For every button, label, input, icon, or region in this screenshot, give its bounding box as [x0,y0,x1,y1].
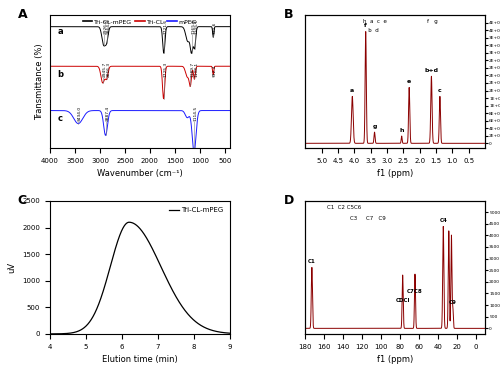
Text: 1114.5: 1114.5 [194,106,198,121]
Legend: Tri-CL-mPEG: Tri-CL-mPEG [166,204,226,216]
X-axis label: Wavenumber (cm⁻¹): Wavenumber (cm⁻¹) [97,169,183,178]
Text: D: D [284,194,294,207]
Text: f: f [364,23,367,28]
Text: 2887.4: 2887.4 [106,106,110,121]
Text: C1  C2 C5C6: C1 C2 C5C6 [327,205,361,210]
Text: 1189.7: 1189.7 [190,62,194,77]
Text: f   g: f g [428,19,438,24]
Text: 730.6: 730.6 [213,22,217,34]
Text: 732.4: 732.4 [213,65,217,77]
Text: 2866.3: 2866.3 [106,62,110,77]
Y-axis label: Transmittance (%): Transmittance (%) [36,43,44,119]
Text: 1108.1: 1108.1 [194,62,198,77]
Text: e: e [407,79,412,84]
Text: c: c [438,88,442,93]
Text: C: C [18,194,27,207]
Text: h: h [400,128,404,132]
Text: 2864.4: 2864.4 [106,19,110,34]
Text: 2945.7: 2945.7 [102,62,106,77]
Text: C7C8: C7C8 [407,289,423,294]
Text: 3434.0: 3434.0 [78,106,82,121]
X-axis label: Elution time (min): Elution time (min) [102,355,178,364]
Text: 1725.3: 1725.3 [164,62,168,77]
X-axis label: f1 (ppm): f1 (ppm) [377,169,413,178]
Text: CDCl: CDCl [396,298,410,303]
Text: c: c [58,114,62,123]
Text: C9: C9 [449,300,457,305]
Text: A: A [18,8,28,22]
Text: C3     C7   C9: C3 C7 C9 [350,216,386,221]
Text: b  d: b d [363,28,378,33]
Text: g: g [372,124,376,129]
Text: a: a [58,27,63,36]
Text: 1721.6: 1721.6 [164,19,168,34]
Legend: Tri-CL-mPEG, Tri-CL, mPEG: Tri-CL-mPEG, Tri-CL, mPEG [80,17,200,27]
Text: 1165.6: 1165.6 [192,19,196,34]
Text: b: b [58,70,64,79]
Text: h  a  c  e: h a c e [363,19,386,24]
Text: 2926.2: 2926.2 [104,19,108,34]
Text: a: a [350,88,354,93]
Text: b+d: b+d [424,68,438,73]
Text: C1: C1 [308,259,316,264]
Text: 1105.1: 1105.1 [194,19,198,34]
X-axis label: f1 (ppm): f1 (ppm) [377,355,413,364]
Text: B: B [284,8,293,22]
Text: C4: C4 [440,218,447,223]
Y-axis label: uV: uV [8,262,16,273]
